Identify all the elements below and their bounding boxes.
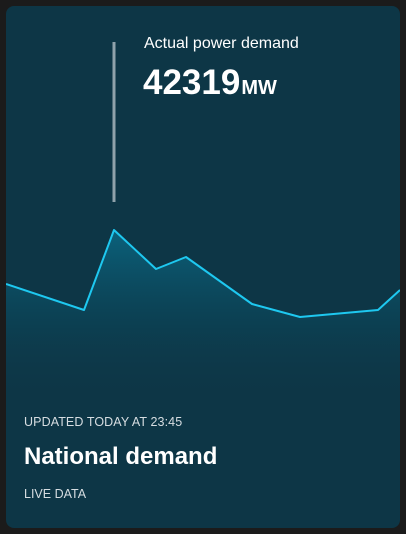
card-title: National demand <box>24 443 218 470</box>
demand-sparkline-chart <box>6 42 400 406</box>
reading-unit: MW <box>241 77 277 99</box>
reading-value: 42319MW <box>143 65 277 100</box>
reading-label: Actual power demand <box>144 35 299 52</box>
national-demand-card[interactable]: Actual power demand 42319MW UPDATED TODA… <box>6 6 400 528</box>
demand-line <box>6 229 400 318</box>
reading-number: 42319 <box>143 63 241 102</box>
demand-area-fill <box>6 230 400 406</box>
updated-timestamp: UPDATED TODAY AT 23:45 <box>24 415 183 429</box>
live-data-label: LIVE DATA <box>24 487 87 501</box>
